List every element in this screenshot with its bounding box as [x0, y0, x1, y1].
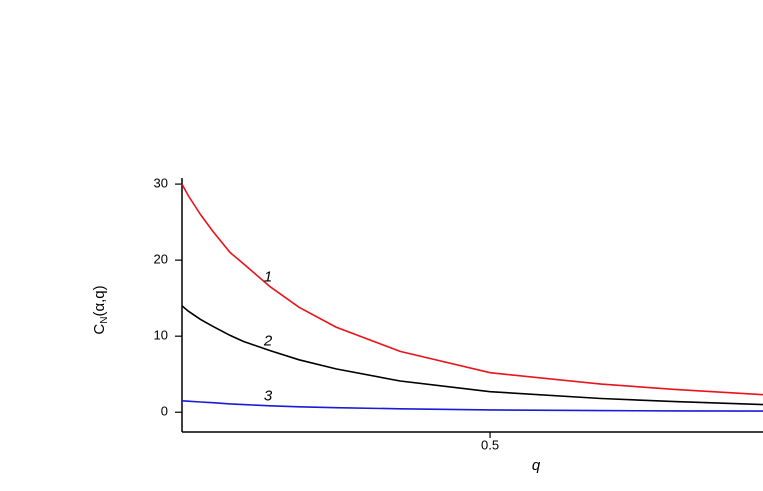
curve — [181, 183, 763, 396]
y-label-rest: (α,q) — [91, 285, 108, 316]
y-tick-label: 20 — [154, 252, 168, 267]
curve — [181, 400, 763, 412]
curve-label: 2 — [263, 333, 273, 350]
y-tick-label: 10 — [154, 328, 168, 343]
curve — [181, 305, 763, 406]
curve-label: 1 — [264, 269, 272, 286]
y-label-main: C — [91, 324, 108, 335]
y-label-sub: N — [99, 317, 110, 324]
y-tick-label: 30 — [154, 176, 168, 191]
y-tick-label: 0 — [161, 404, 168, 419]
x-tick-label: 0.5 — [481, 437, 499, 452]
x-axis-label: q — [532, 457, 541, 474]
curve-label: 3 — [264, 388, 273, 405]
y-axis-label: CN(α,q) — [91, 285, 110, 334]
